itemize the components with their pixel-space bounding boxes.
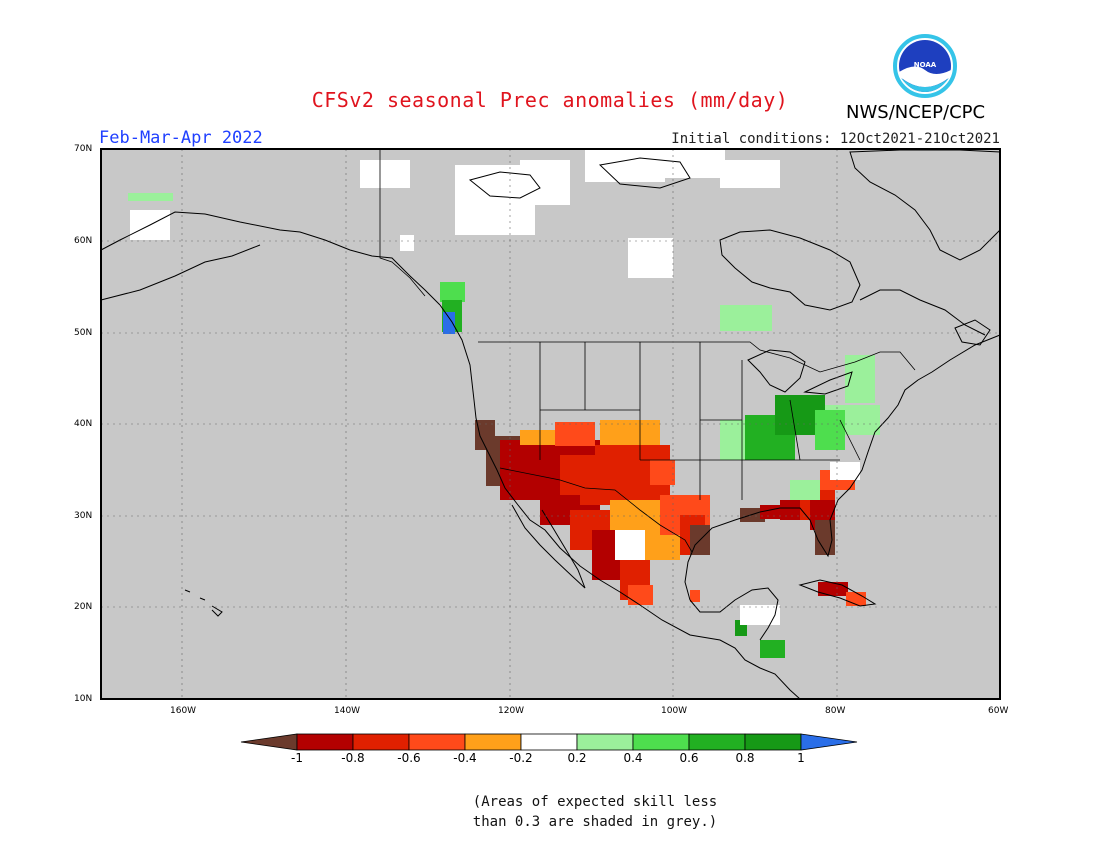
anomaly-cell bbox=[400, 235, 414, 251]
colorbar-label: 0.4 bbox=[623, 751, 643, 765]
lake-erie bbox=[803, 371, 853, 395]
anomaly-cell bbox=[830, 462, 860, 480]
greenland bbox=[849, 149, 1001, 261]
colorbar-swatch bbox=[744, 733, 802, 751]
map-frame bbox=[100, 148, 1001, 700]
cuba-coast bbox=[798, 579, 877, 607]
lat-label: 20N bbox=[74, 602, 93, 612]
skill-note-line-2: than 0.3 are shaded in grey.) bbox=[472, 814, 718, 830]
colorbar-swatch bbox=[576, 733, 634, 751]
skill-note-line-1: (Areas of expected skill less bbox=[472, 794, 718, 810]
colorbar-swatch bbox=[352, 733, 410, 751]
colorbar-label: -0.8 bbox=[341, 751, 365, 765]
colorbar-swatch bbox=[464, 733, 522, 751]
colorbar-label: -0.2 bbox=[509, 751, 533, 765]
anomaly-cell bbox=[690, 590, 700, 602]
lon-label: 120W bbox=[498, 706, 525, 716]
anomaly-cell bbox=[720, 305, 772, 331]
agency-label: NWS/NCEP/CPC bbox=[846, 102, 986, 123]
anomaly-cell bbox=[128, 193, 173, 201]
lat-lon-grid bbox=[101, 149, 1000, 699]
anomaly-cell bbox=[443, 312, 455, 334]
colorbar bbox=[240, 733, 858, 751]
lat-label: 60N bbox=[74, 236, 93, 246]
skill-note: (Areas of expected skill less than 0.3 a… bbox=[0, 792, 1100, 832]
anomaly-cell bbox=[520, 160, 570, 205]
anomaly-cell bbox=[628, 238, 673, 278]
colorbar-label: 0.6 bbox=[679, 751, 699, 765]
colorbar-label: -1 bbox=[291, 751, 303, 765]
anomaly-cell bbox=[818, 582, 848, 596]
anomaly-cell bbox=[720, 160, 780, 188]
hawaii bbox=[184, 589, 223, 617]
lat-label: 30N bbox=[74, 511, 93, 521]
arctic-island-2 bbox=[598, 157, 691, 189]
hudson-bay bbox=[719, 229, 861, 311]
arctic-island-1 bbox=[468, 171, 541, 199]
anomaly-cell bbox=[585, 150, 665, 182]
gulf-coast bbox=[684, 334, 1001, 601]
west-coast bbox=[439, 304, 801, 700]
anomaly-cell bbox=[655, 150, 725, 178]
colorbar-label: -0.6 bbox=[397, 751, 421, 765]
lat-label: 40N bbox=[74, 419, 93, 429]
alaska-coast bbox=[100, 211, 441, 306]
baja-coast bbox=[511, 504, 586, 589]
anomaly-cell bbox=[628, 585, 653, 605]
colorbar-swatch-low bbox=[240, 733, 298, 751]
colorbar-label: 0.2 bbox=[567, 751, 587, 765]
us-canada-border bbox=[478, 341, 916, 373]
coastlines bbox=[100, 149, 1001, 700]
initial-conditions: Initial conditions: 12Oct2021-21Oct2021 bbox=[671, 131, 1000, 147]
colorbar-label: 0.8 bbox=[735, 751, 755, 765]
colorbar-swatch bbox=[632, 733, 690, 751]
anomaly-cell bbox=[360, 160, 410, 188]
colorbar-swatch-high bbox=[800, 733, 858, 751]
noaa-logo-bird bbox=[899, 66, 951, 87]
chart-title: CFSv2 seasonal Prec anomalies (mm/day) bbox=[311, 88, 789, 112]
forecast-period: Feb-Mar-Apr 2022 bbox=[99, 128, 263, 148]
colorbar-swatch bbox=[688, 733, 746, 751]
anomaly-cell bbox=[650, 460, 675, 485]
yucatan-coast bbox=[689, 587, 779, 641]
lon-label: 140W bbox=[334, 706, 361, 716]
lon-label: 160W bbox=[170, 706, 197, 716]
borders bbox=[379, 150, 916, 553]
anomaly-cell bbox=[440, 282, 465, 302]
lon-label: 80W bbox=[825, 706, 846, 716]
lat-label: 70N bbox=[74, 144, 93, 154]
alaska-canada-border bbox=[379, 150, 426, 297]
anomaly-cell bbox=[615, 530, 645, 560]
lat-label: 10N bbox=[74, 694, 93, 704]
noaa-logo-text: NOAA bbox=[913, 61, 937, 69]
colorbar-swatch bbox=[296, 733, 354, 751]
anomaly-cell bbox=[555, 422, 595, 446]
colorbar-label: 1 bbox=[797, 751, 805, 765]
us-mexico-border bbox=[499, 467, 693, 553]
anomaly-cell bbox=[740, 508, 765, 522]
anomaly-cell bbox=[790, 480, 820, 500]
lat-label: 50N bbox=[74, 328, 93, 338]
anomaly-cell bbox=[760, 640, 785, 658]
colorbar-swatch bbox=[408, 733, 466, 751]
state-lines bbox=[539, 342, 861, 500]
anomaly-layer bbox=[128, 150, 880, 658]
great-lakes bbox=[747, 349, 806, 393]
noaa-logo-wave bbox=[901, 78, 949, 92]
newfoundland bbox=[954, 319, 991, 346]
lon-label: 60W bbox=[988, 706, 1009, 716]
lon-label: 100W bbox=[661, 706, 688, 716]
noaa-logo bbox=[893, 34, 957, 98]
anomaly-cell bbox=[740, 605, 780, 625]
anomaly-cell bbox=[815, 410, 845, 450]
labrador bbox=[859, 289, 986, 336]
alaska-south-coast bbox=[100, 244, 261, 301]
colorbar-swatch bbox=[520, 733, 578, 751]
colorbar-label: -0.4 bbox=[453, 751, 477, 765]
